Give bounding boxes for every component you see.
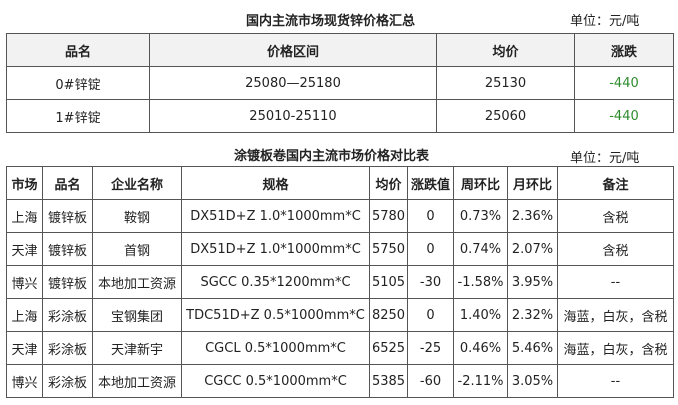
header-wow: 周环比 [453, 166, 508, 200]
cell-note: 含税 [557, 199, 674, 233]
header-avg-price: 均价 [369, 166, 408, 200]
header-change: 涨跌 [574, 33, 674, 67]
cell-product: 1#锌锭 [6, 99, 150, 133]
cell-spec: SGCC 0.35*1200mm*C [181, 265, 370, 299]
cell-change: -440 [574, 99, 674, 133]
cell-note: 海蓝，白灰，含税 [557, 298, 674, 332]
cell-note: -- [557, 265, 674, 299]
cell-company: 鞍钢 [92, 199, 182, 233]
table-row: 博兴 镀锌板 本地加工资源 SGCC 0.35*1200mm*C 5105 -30 -1.5… [6, 265, 674, 299]
cell-product: 彩涂板 [42, 331, 93, 365]
cell-note: 海蓝，白灰，含税 [557, 331, 674, 365]
table-row: 天津 彩涂板 天津新宇 CGCL 0.5*1000mm*C 6525 -25 0.46% 5.… [6, 331, 674, 365]
table-header-row: 市场 品名 企业名称 规格 均价 涨跌值 周环比 月环比 备注 [6, 166, 674, 200]
cell-spec: DX51D+Z 1.0*1000mm*C [181, 199, 370, 233]
cell-market: 上海 [6, 298, 43, 332]
header-company: 企业名称 [92, 166, 182, 200]
cell-product: 彩涂板 [42, 364, 93, 398]
cell-spec: CGCC 0.5*1000mm*C [181, 364, 370, 398]
cell-company: 首钢 [92, 232, 182, 266]
cell-avg-price: 5750 [369, 232, 408, 266]
cell-change: -440 [574, 66, 674, 100]
cell-change: -25 [407, 331, 454, 365]
summary-title: 国内主流市场现货锌价格汇总 [246, 14, 416, 29]
cell-note: 含税 [557, 232, 674, 266]
header-price-range: 价格区间 [149, 33, 437, 67]
table-row: 0#锌锭 25080—25180 25130 -440 [6, 66, 674, 100]
header-product: 品名 [6, 33, 150, 67]
table-row: 天津 镀锌板 首钢 DX51D+Z 1.0*1000mm*C 5750 0 0.74% 2.0… [6, 232, 674, 266]
cell-product: 彩涂板 [42, 298, 93, 332]
header-change: 涨跌值 [407, 166, 454, 200]
cell-price-range: 25010-25110 [149, 99, 437, 133]
cell-avg-price: 8250 [369, 298, 408, 332]
header-product: 品名 [42, 166, 93, 200]
table-header-row: 品名 价格区间 均价 涨跌 [6, 33, 674, 67]
cell-note: -- [557, 364, 674, 398]
cell-price-range: 25080—25180 [149, 66, 437, 100]
cell-change: 0 [407, 232, 454, 266]
cell-company: 宝钢集团 [92, 298, 182, 332]
header-note: 备注 [557, 166, 674, 200]
cell-spec: TDC51D+Z 0.5*1000mm*C [181, 298, 370, 332]
cell-product: 0#锌锭 [6, 66, 150, 100]
header-market: 市场 [6, 166, 43, 200]
cell-change: 0 [407, 298, 454, 332]
cell-spec: DX51D+Z 1.0*1000mm*C [181, 232, 370, 266]
summary-unit: 单位：元/吨 [570, 14, 640, 29]
cell-wow: 1.40% [453, 298, 508, 332]
table-row: 1#锌锭 25010-25110 25060 -440 [6, 99, 674, 133]
cell-avg-price: 25060 [436, 99, 575, 133]
cell-wow: -2.11% [453, 364, 508, 398]
comparison-table-body: 上海 镀锌板 鞍钢 DX51D+Z 1.0*1000mm*C 5780 0 0.73% 2.3… [6, 199, 674, 398]
cell-mom: 3.95% [507, 265, 558, 299]
cell-avg-price: 5105 [369, 265, 408, 299]
coated-plate-comparison-table: 市场 品名 企业名称 规格 均价 涨跌值 周环比 月环比 备注 上海 镀锌板 鞍钢 D… [6, 166, 674, 398]
table-row: 上海 彩涂板 宝钢集团 TDC51D+Z 0.5*1000mm*C 8250 0 1.40%… [6, 298, 674, 332]
cell-avg-price: 25130 [436, 66, 575, 100]
cell-company: 本地加工资源 [92, 364, 182, 398]
cell-mom: 5.46% [507, 331, 558, 365]
cell-wow: 0.74% [453, 232, 508, 266]
cell-change: -30 [407, 265, 454, 299]
header-mom: 月环比 [507, 166, 558, 200]
cell-avg-price: 5385 [369, 364, 408, 398]
cell-market: 天津 [6, 331, 43, 365]
cell-mom: 2.07% [507, 232, 558, 266]
cell-company: 本地加工资源 [92, 265, 182, 299]
cell-change: -60 [407, 364, 454, 398]
cell-mom: 2.32% [507, 298, 558, 332]
cell-wow: 0.46% [453, 331, 508, 365]
zinc-price-summary-table: 品名 价格区间 均价 涨跌 0#锌锭 25080—25180 25130 -44… [6, 33, 674, 133]
cell-avg-price: 6525 [369, 331, 408, 365]
cell-wow: -1.58% [453, 265, 508, 299]
cell-product: 镀锌板 [42, 265, 93, 299]
cell-mom: 2.36% [507, 199, 558, 233]
cell-market: 博兴 [6, 265, 43, 299]
cell-change: 0 [407, 199, 454, 233]
comparison-unit: 单位：元/吨 [570, 151, 640, 166]
cell-spec: CGCL 0.5*1000mm*C [181, 331, 370, 365]
cell-wow: 0.73% [453, 199, 508, 233]
cell-market: 上海 [6, 199, 43, 233]
comparison-title: 涂镀板卷国内主流市场价格对比表 [234, 149, 430, 164]
cell-product: 镀锌板 [42, 232, 93, 266]
header-avg-price: 均价 [436, 33, 575, 67]
table-row: 上海 镀锌板 鞍钢 DX51D+Z 1.0*1000mm*C 5780 0 0.73% 2.3… [6, 199, 674, 233]
cell-company: 天津新宇 [92, 331, 182, 365]
cell-market: 博兴 [6, 364, 43, 398]
cell-market: 天津 [6, 232, 43, 266]
cell-product: 镀锌板 [42, 199, 93, 233]
table-row: 博兴 彩涂板 本地加工资源 CGCC 0.5*1000mm*C 5385 -60 -2.11… [6, 364, 674, 398]
cell-mom: 3.05% [507, 364, 558, 398]
cell-avg-price: 5780 [369, 199, 408, 233]
header-spec: 规格 [181, 166, 370, 200]
